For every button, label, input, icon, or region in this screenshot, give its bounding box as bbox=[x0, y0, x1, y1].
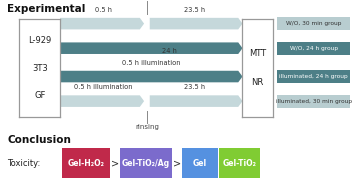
Text: 3T3: 3T3 bbox=[32, 64, 48, 73]
Text: >: > bbox=[111, 158, 119, 168]
Text: 0.5 h: 0.5 h bbox=[95, 7, 112, 13]
Text: Conclusion: Conclusion bbox=[7, 135, 71, 145]
Text: W/O, 24 h group: W/O, 24 h group bbox=[290, 46, 338, 51]
Text: rinsing: rinsing bbox=[135, 124, 159, 130]
Bar bbox=[120, 148, 172, 178]
Text: NR: NR bbox=[251, 78, 264, 87]
FancyArrow shape bbox=[60, 42, 242, 54]
Bar bbox=[277, 95, 350, 108]
Text: >: > bbox=[173, 158, 181, 168]
Text: Gel-TiO₂: Gel-TiO₂ bbox=[223, 159, 257, 167]
FancyArrow shape bbox=[150, 18, 242, 29]
Text: MTT: MTT bbox=[249, 49, 266, 58]
Text: Gel: Gel bbox=[193, 159, 207, 167]
Bar bbox=[277, 42, 350, 55]
Text: 23.5 h: 23.5 h bbox=[184, 84, 205, 90]
Text: illuminated, 30 min group: illuminated, 30 min group bbox=[275, 99, 352, 104]
FancyArrow shape bbox=[60, 18, 144, 29]
Bar bbox=[182, 148, 218, 178]
Text: 23.5 h: 23.5 h bbox=[184, 7, 205, 13]
Bar bbox=[219, 148, 260, 178]
Bar bbox=[277, 70, 350, 83]
Text: GF: GF bbox=[34, 91, 46, 100]
Bar bbox=[62, 148, 110, 178]
Text: 0.5 h illumination: 0.5 h illumination bbox=[122, 60, 181, 66]
Text: Experimental: Experimental bbox=[7, 4, 85, 14]
Text: 0.5 h illumination: 0.5 h illumination bbox=[74, 84, 133, 90]
Text: rinsing: rinsing bbox=[135, 0, 159, 1]
Text: illuminated, 24 h group: illuminated, 24 h group bbox=[279, 74, 348, 79]
Text: Toxicity:: Toxicity: bbox=[7, 159, 40, 167]
Text: L-929: L-929 bbox=[28, 36, 51, 45]
Text: Gel-TiO₂/Ag: Gel-TiO₂/Ag bbox=[122, 159, 170, 167]
FancyArrow shape bbox=[150, 95, 242, 107]
Bar bbox=[277, 17, 350, 30]
FancyArrow shape bbox=[60, 71, 242, 82]
Text: W/O, 30 min group: W/O, 30 min group bbox=[286, 21, 341, 26]
FancyArrow shape bbox=[60, 95, 144, 107]
Text: Gel-H₂O₂: Gel-H₂O₂ bbox=[67, 159, 104, 167]
Text: 24 h: 24 h bbox=[161, 48, 177, 54]
